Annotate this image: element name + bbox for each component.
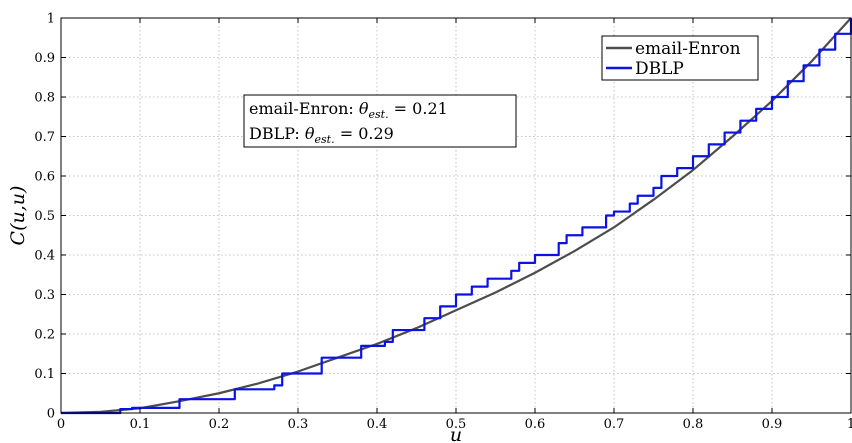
x-tick-label: 0.5	[446, 417, 467, 432]
y-tick-label: 0.5	[34, 209, 55, 224]
series-line-dblp	[61, 18, 852, 415]
x-tick-label: 0.6	[525, 417, 546, 432]
annotation-line-email-enron: email-Enron: θest. = 0.21	[249, 99, 448, 121]
y-tick-label: 0.2	[34, 328, 55, 343]
x-tick-label: 1	[847, 417, 852, 432]
x-tick-label: 0.9	[762, 417, 783, 432]
y-tick-label: 0	[47, 407, 55, 422]
annotation-frame	[243, 94, 517, 148]
y-tick-label: 0.4	[34, 249, 55, 264]
y-tick-label: 0.6	[34, 170, 55, 185]
y-tick-label: 0.7	[34, 130, 55, 145]
x-axis-label: u	[450, 424, 462, 443]
legend: email-Enron DBLP	[601, 35, 759, 81]
x-tick-label: 0.7	[604, 417, 625, 432]
y-tick-label: 0.9	[34, 51, 55, 66]
annotation-line-dblp: DBLP: θest. = 0.29	[249, 124, 394, 146]
legend-label-dblp: DBLP	[635, 59, 684, 79]
x-tick-label: 0	[57, 417, 65, 432]
x-tick-label: 0.2	[209, 417, 230, 432]
y-tick-label: 0.8	[34, 91, 55, 106]
y-axis-label: C(u,u)	[7, 186, 29, 246]
legend-label-email-enron: email-Enron	[635, 39, 741, 59]
x-tick-label: 0.1	[130, 417, 151, 432]
y-tick-label: 0.1	[34, 367, 55, 382]
theta-annotation-box: email-Enron: θest. = 0.21 DBLP: θest. = …	[243, 94, 517, 148]
y-tick-label: 1	[47, 12, 55, 27]
x-tick-label: 0.8	[683, 417, 704, 432]
y-tick-label: 0.3	[34, 288, 55, 303]
series-layer	[60, 17, 852, 415]
axis-ticks: 0 0.1 0.2 0.3 0.4 0.5 0.6 0.7 0.8 0.9 1 0 0.1 0.2 0.3 0…	[34, 12, 852, 433]
x-tick-label: 0.4	[367, 417, 388, 432]
x-tick-label: 0.3	[288, 417, 309, 432]
legend-frame	[601, 35, 759, 81]
